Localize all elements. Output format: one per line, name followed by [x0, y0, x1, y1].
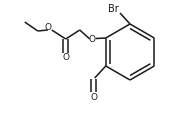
Text: O: O	[44, 24, 51, 32]
Text: O: O	[90, 92, 97, 102]
Text: O: O	[88, 34, 95, 43]
Text: O: O	[62, 54, 69, 62]
Text: Br: Br	[108, 4, 118, 14]
